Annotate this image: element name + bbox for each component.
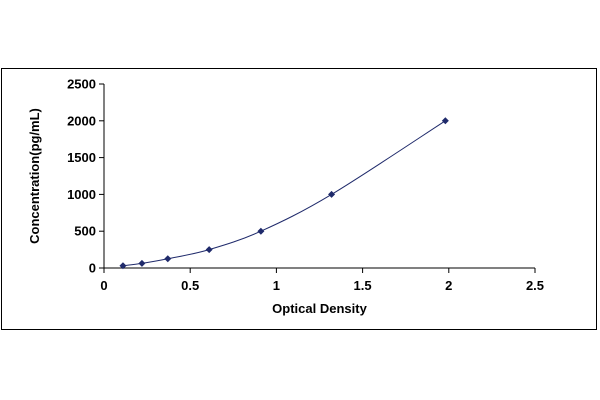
y-tick-label: 0 bbox=[89, 261, 96, 276]
chart-frame bbox=[1, 68, 597, 330]
y-axis-title: Concentration(pg/mL) bbox=[27, 108, 42, 244]
y-tick-label: 2000 bbox=[67, 113, 96, 128]
x-tick-label: 1.5 bbox=[354, 278, 372, 293]
x-tick-label: 2.5 bbox=[526, 278, 544, 293]
x-axis-title: Optical Density bbox=[272, 301, 367, 316]
x-tick-label: 0 bbox=[100, 278, 107, 293]
axes bbox=[103, 84, 535, 269]
x-tick-label: 0.5 bbox=[181, 278, 199, 293]
y-tick-label: 1500 bbox=[67, 150, 96, 165]
data-point bbox=[441, 117, 449, 125]
x-tick-label: 2 bbox=[445, 278, 452, 293]
data-point bbox=[205, 246, 213, 254]
data-points bbox=[119, 117, 449, 270]
y-tick-label: 2500 bbox=[67, 77, 96, 92]
y-tick-label: 500 bbox=[74, 224, 96, 239]
x-tick-label: 1 bbox=[273, 278, 280, 293]
data-point bbox=[164, 255, 172, 263]
data-point bbox=[138, 259, 146, 267]
ticks: 0 0.5 1 1.5 2 2.5 0 500 1000 1500 2000 2500 bbox=[67, 77, 544, 294]
y-tick-label: 1000 bbox=[67, 187, 96, 202]
data-point bbox=[328, 190, 336, 198]
fit-curve bbox=[122, 120, 446, 267]
data-point bbox=[119, 262, 127, 270]
data-point bbox=[257, 227, 265, 235]
